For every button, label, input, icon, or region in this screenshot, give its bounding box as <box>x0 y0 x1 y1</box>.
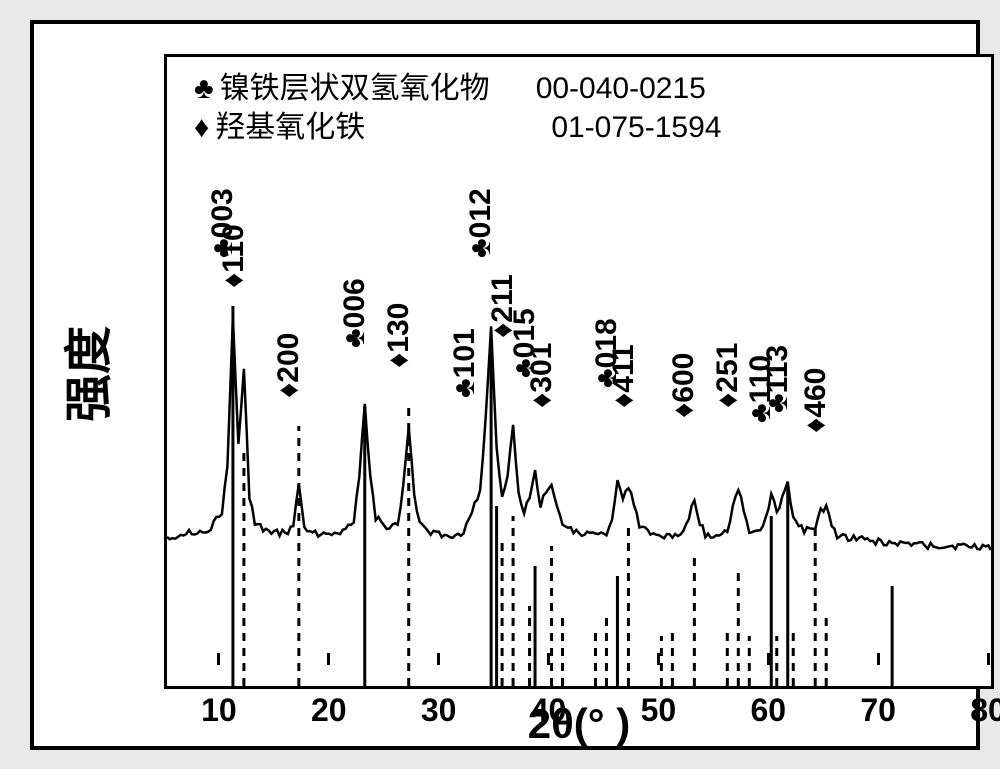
x-tick-mark <box>437 653 440 665</box>
x-tick-label: 80 <box>970 692 1000 729</box>
peak-label: ♦110 <box>217 224 251 288</box>
x-tick-label: 20 <box>311 692 347 729</box>
x-tick-mark <box>327 653 330 665</box>
club-icon: ♣ <box>194 69 214 108</box>
x-tick-label: 30 <box>421 692 457 729</box>
x-tick-label: 10 <box>201 692 237 729</box>
x-tick-mark <box>217 653 220 665</box>
x-tick-label: 70 <box>860 692 896 729</box>
x-tick-mark <box>987 653 990 665</box>
legend-label-0: 镍铁层状双氢氧化物 <box>220 69 490 108</box>
x-tick-mark <box>657 653 660 665</box>
y-axis-label: 强度 <box>49 326 119 422</box>
legend-row-ldh: ♣ 镍铁层状双氢氧化物 00-040-0215 <box>194 69 721 108</box>
peak-label: ♦130 <box>382 303 416 368</box>
peak-label: ♣113 <box>761 345 795 413</box>
x-tick-mark <box>547 653 550 665</box>
peak-label: ♣101 <box>448 328 482 398</box>
peak-label: ♦411 <box>607 344 641 408</box>
x-tick-label: 60 <box>750 692 786 729</box>
legend-row-feooh: ♦ 羟基氧化铁 01-075-1594 <box>194 108 721 147</box>
peak-label: ♦200 <box>272 333 306 398</box>
x-axis-label: 2θ(° ) <box>528 700 631 748</box>
peak-label: ♦251 <box>711 343 745 408</box>
legend: ♣ 镍铁层状双氢氧化物 00-040-0215 ♦ 羟基氧化铁 01-075-1… <box>184 64 731 152</box>
peak-label: ♦460 <box>799 368 833 433</box>
diamond-icon: ♦ <box>194 108 209 147</box>
peak-label: ♦301 <box>525 343 559 408</box>
peak-label: ♣012 <box>464 188 498 258</box>
x-tick-mark <box>877 653 880 665</box>
legend-pdf-1: 01-075-1594 <box>551 108 721 147</box>
figure-frame: 强度 ♣ 镍铁层状双氢氧化物 00-040-0215 ♦ 羟基氧化铁 01-07… <box>30 20 980 750</box>
legend-pdf-0: 00-040-0215 <box>536 69 706 108</box>
legend-label-1: 羟基氧化铁 <box>215 108 365 147</box>
x-tick-mark <box>767 653 770 665</box>
peak-label: ♣006 <box>338 278 372 348</box>
peak-label: ♦600 <box>667 353 701 418</box>
x-tick-label: 50 <box>641 692 677 729</box>
